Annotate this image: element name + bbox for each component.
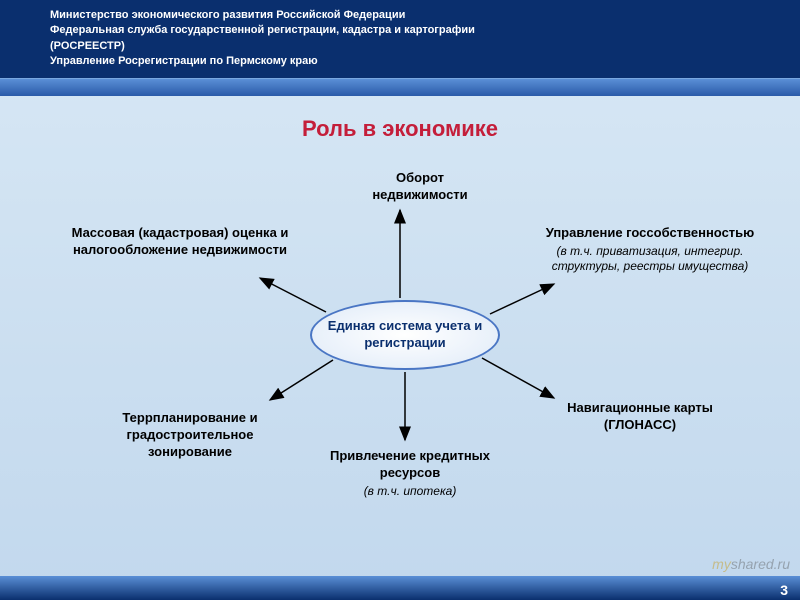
arrow-topright [490, 284, 554, 314]
center-node: Единая система учета и регистрации [310, 300, 500, 370]
header-line: (РОСРЕЕСТР) [50, 39, 788, 54]
node-topright: Управление госсобственностью(в т.ч. прив… [530, 225, 770, 275]
page-number: 3 [780, 582, 788, 598]
watermark: myshared.ru [712, 556, 790, 572]
node-topleft: Массовая (кадастровая) оценка и налогооб… [70, 225, 290, 259]
header-line: Управление Росрегистрации по Пермскому к… [50, 54, 788, 69]
header-line: Министерство экономического развития Рос… [50, 8, 788, 23]
arrow-botleft [270, 360, 333, 400]
node-botleft: Террпланирование и градостроительное зон… [95, 410, 285, 461]
watermark-my: my [712, 556, 731, 572]
node-sublabel-topright: (в т.ч. приватизация, интегрир. структур… [530, 244, 770, 275]
node-bottom: Привлечение кредитных ресурсов(в т.ч. ип… [320, 448, 500, 499]
footer: 3 [0, 576, 800, 600]
header: Министерство экономического развития Рос… [0, 0, 800, 78]
diagram: Единая система учета и регистрации Оборо… [0, 120, 800, 560]
center-label: Единая система учета и регистрации [320, 318, 490, 352]
arrow-botright [482, 358, 554, 398]
node-botright: Навигационные карты (ГЛОНАСС) [545, 400, 735, 434]
watermark-rest: shared.ru [731, 556, 790, 572]
header-line: Федеральная служба государственной регис… [50, 23, 788, 38]
header-bar [0, 78, 800, 96]
node-sublabel-bottom: (в т.ч. ипотека) [320, 484, 500, 500]
node-top: Оборот недвижимости [350, 170, 490, 204]
arrow-topleft [260, 278, 326, 312]
